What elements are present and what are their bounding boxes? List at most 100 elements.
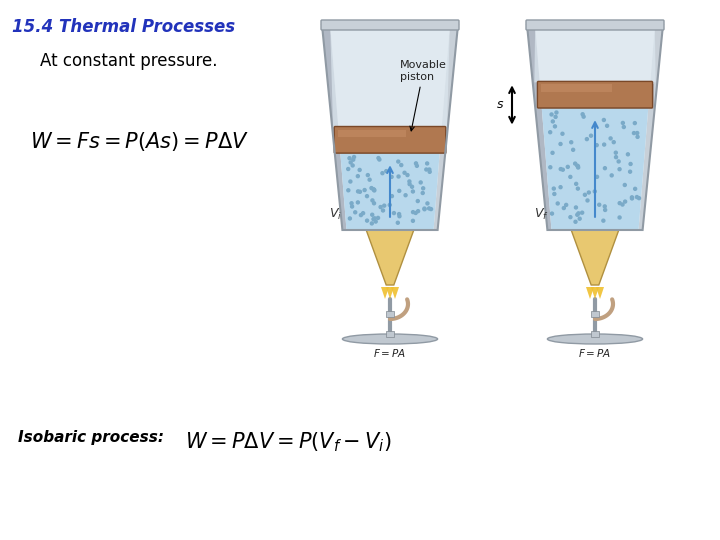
Circle shape — [411, 190, 415, 193]
Circle shape — [588, 191, 590, 194]
Circle shape — [348, 217, 351, 220]
Polygon shape — [391, 287, 399, 299]
Circle shape — [392, 212, 395, 214]
Circle shape — [577, 212, 580, 215]
Circle shape — [577, 166, 580, 169]
Circle shape — [634, 187, 636, 190]
Polygon shape — [338, 130, 406, 137]
Ellipse shape — [343, 334, 438, 344]
Circle shape — [423, 207, 426, 210]
Polygon shape — [433, 25, 458, 230]
Bar — [591, 311, 599, 317]
Bar — [386, 331, 394, 337]
Circle shape — [624, 184, 626, 186]
Circle shape — [614, 151, 617, 154]
Circle shape — [575, 183, 577, 185]
Circle shape — [397, 175, 400, 178]
Bar — [591, 331, 599, 337]
Circle shape — [370, 222, 373, 225]
Circle shape — [430, 207, 433, 211]
Circle shape — [390, 176, 393, 178]
Polygon shape — [586, 287, 594, 299]
Polygon shape — [330, 25, 450, 127]
Circle shape — [400, 164, 402, 166]
Circle shape — [553, 192, 556, 195]
Polygon shape — [527, 25, 552, 230]
Circle shape — [416, 200, 419, 202]
Text: $s$: $s$ — [496, 98, 504, 111]
Circle shape — [373, 189, 376, 192]
Circle shape — [372, 202, 376, 205]
Circle shape — [378, 158, 381, 161]
Bar — [386, 311, 394, 317]
Circle shape — [581, 113, 584, 116]
Circle shape — [606, 124, 608, 127]
Circle shape — [428, 168, 431, 171]
Circle shape — [419, 181, 422, 184]
Circle shape — [559, 167, 562, 171]
Text: $W = Fs = P\left(As\right)= P\Delta V$: $W = Fs = P\left(As\right)= P\Delta V$ — [30, 130, 249, 153]
Circle shape — [347, 167, 350, 171]
Circle shape — [570, 141, 572, 144]
Circle shape — [415, 162, 418, 165]
Circle shape — [618, 168, 621, 171]
Circle shape — [598, 203, 600, 206]
Circle shape — [615, 156, 618, 159]
Polygon shape — [341, 140, 440, 152]
Circle shape — [624, 200, 626, 203]
Circle shape — [576, 213, 579, 216]
Circle shape — [366, 219, 369, 222]
Circle shape — [554, 125, 557, 128]
Circle shape — [621, 122, 624, 124]
Circle shape — [412, 211, 415, 214]
Circle shape — [356, 190, 359, 193]
Circle shape — [632, 132, 636, 134]
FancyBboxPatch shape — [537, 82, 652, 108]
Circle shape — [381, 172, 384, 174]
Circle shape — [425, 168, 428, 171]
Circle shape — [423, 208, 426, 211]
Circle shape — [618, 201, 621, 205]
Polygon shape — [591, 287, 599, 299]
Circle shape — [603, 205, 606, 208]
Text: Isobaric process:: Isobaric process: — [18, 430, 164, 445]
Polygon shape — [541, 84, 654, 109]
Circle shape — [636, 195, 639, 199]
Circle shape — [408, 183, 411, 186]
Circle shape — [603, 167, 606, 170]
Text: $V_i$: $V_i$ — [329, 207, 342, 222]
Circle shape — [583, 193, 586, 197]
Circle shape — [388, 204, 391, 206]
FancyBboxPatch shape — [334, 126, 446, 153]
Circle shape — [377, 217, 379, 219]
Circle shape — [351, 205, 354, 208]
Circle shape — [397, 213, 400, 215]
Circle shape — [426, 162, 428, 165]
Text: $W = P\Delta V = P\left(V_f - V_i\right)$: $W = P\Delta V = P\left(V_f - V_i\right)… — [185, 430, 392, 454]
Polygon shape — [541, 84, 612, 92]
Circle shape — [626, 153, 629, 156]
Polygon shape — [386, 287, 394, 299]
Polygon shape — [541, 107, 648, 230]
Circle shape — [373, 217, 376, 220]
Circle shape — [552, 120, 554, 123]
FancyBboxPatch shape — [526, 20, 664, 30]
Circle shape — [549, 166, 552, 169]
Circle shape — [349, 180, 352, 183]
Text: $V_f$: $V_f$ — [534, 207, 549, 222]
Circle shape — [621, 203, 624, 206]
Polygon shape — [337, 130, 447, 154]
Circle shape — [629, 170, 631, 173]
Circle shape — [612, 140, 616, 144]
Polygon shape — [596, 287, 604, 299]
Circle shape — [603, 208, 607, 212]
Circle shape — [552, 187, 555, 190]
Circle shape — [549, 131, 552, 134]
Circle shape — [609, 137, 612, 140]
Circle shape — [349, 161, 352, 164]
Circle shape — [379, 206, 382, 208]
Circle shape — [575, 206, 577, 209]
Circle shape — [590, 134, 593, 137]
Circle shape — [636, 136, 639, 138]
Polygon shape — [639, 25, 663, 230]
